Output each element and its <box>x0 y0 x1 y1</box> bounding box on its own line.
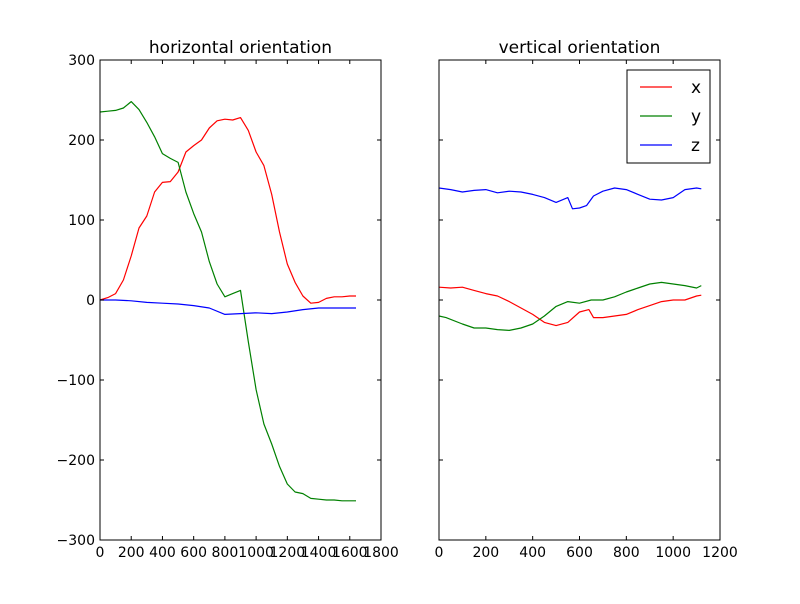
panel-1-x-tick-label: 1200 <box>270 545 306 561</box>
panel-1-x-tick-label: 800 <box>212 545 239 561</box>
panel-1-y-tick-label: −100 <box>57 373 95 389</box>
panel-1-series-z-line <box>100 299 356 315</box>
panel-1-x-tick-label: 200 <box>118 545 145 561</box>
panel-1-title: horizontal orientation <box>149 38 332 58</box>
panel-2-x-tick-label: 1200 <box>702 545 738 561</box>
panel-1-x-tick-label: 1400 <box>301 545 337 561</box>
panel-1-series-x-line <box>99 117 356 304</box>
panel-2-x-tick-label: 200 <box>472 545 499 561</box>
panel-1-y-tick-label: 300 <box>68 53 95 69</box>
panel-2-title: vertical orientation <box>499 38 661 58</box>
panel-1-x-tick-label: 400 <box>149 545 176 561</box>
panel-2-x-tick-label: 600 <box>566 545 593 561</box>
panel-1-y-tick-label: 100 <box>68 213 95 229</box>
panel-1-axes-frame <box>99 59 382 541</box>
panel-2-x-tick-label: 0 <box>435 545 444 561</box>
panel-2-series-y-line <box>438 281 702 331</box>
panel-1-x-tick-label: 1000 <box>238 545 274 561</box>
panel-1-x-tick-label: 0 <box>96 545 105 561</box>
panel-2-x-tick-label: 400 <box>519 545 546 561</box>
panel-1-x-tick-label: 1600 <box>332 545 368 561</box>
panel-1-series-y-line <box>99 101 356 502</box>
panel-2-x-tick-label: 1000 <box>655 545 691 561</box>
panel-2-series-x-line <box>438 286 702 327</box>
panel-1-x-tick-label: 600 <box>180 545 207 561</box>
legend-label-y: y <box>691 107 701 127</box>
panel-1-x-tick-label: 1800 <box>363 545 399 561</box>
panel-1-y-tick-label: −300 <box>57 533 95 549</box>
panel-1-y-tick-label: 0 <box>86 293 95 309</box>
panel-2-legend: xyz <box>626 69 711 164</box>
legend-label-x: x <box>691 78 701 98</box>
legend-label-z: z <box>691 136 700 156</box>
panel-1-y-tick-label: −200 <box>57 453 95 469</box>
panel-2-series-z-line <box>438 187 702 210</box>
panel-1: 0 200 400 600 800 10001200140016001800−300−20… <box>57 38 399 561</box>
panel-1-y-tick-label: 200 <box>68 133 95 149</box>
panel-2-x-tick-label: 800 <box>613 545 640 561</box>
panel-2: 0 200 400 600 800 1000 1200 vertical orientatio… <box>435 38 738 561</box>
